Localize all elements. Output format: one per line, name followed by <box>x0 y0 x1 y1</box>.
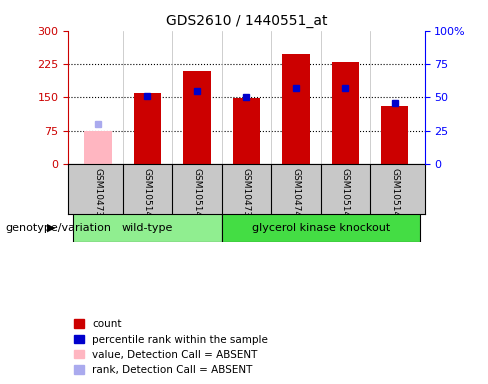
Text: GSM105142: GSM105142 <box>341 168 350 223</box>
Bar <box>283 54 309 164</box>
Text: wild-type: wild-type <box>122 223 173 233</box>
Bar <box>222 214 420 242</box>
Legend: count, percentile rank within the sample, value, Detection Call = ABSENT, rank, : count, percentile rank within the sample… <box>74 319 268 375</box>
Text: GSM104736: GSM104736 <box>242 168 251 223</box>
Bar <box>73 214 222 242</box>
Text: GSM104740: GSM104740 <box>291 168 301 223</box>
Text: glycerol kinase knockout: glycerol kinase knockout <box>251 223 390 233</box>
Bar <box>233 98 260 164</box>
Bar <box>134 93 161 164</box>
Bar <box>183 71 210 164</box>
Text: GSM105144: GSM105144 <box>390 168 399 223</box>
Text: genotype/variation: genotype/variation <box>5 223 111 233</box>
Title: GDS2610 / 1440551_at: GDS2610 / 1440551_at <box>166 14 327 28</box>
Text: GSM105141: GSM105141 <box>192 168 202 223</box>
Text: GSM104738: GSM104738 <box>94 168 102 223</box>
Bar <box>84 131 112 164</box>
Text: ▶: ▶ <box>47 223 56 233</box>
Bar <box>381 106 408 164</box>
Text: GSM105140: GSM105140 <box>143 168 152 223</box>
Bar <box>332 62 359 164</box>
